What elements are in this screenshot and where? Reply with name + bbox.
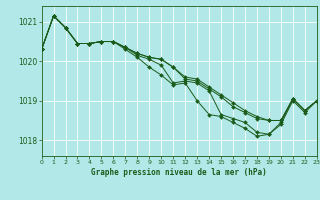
X-axis label: Graphe pression niveau de la mer (hPa): Graphe pression niveau de la mer (hPa) xyxy=(91,168,267,177)
